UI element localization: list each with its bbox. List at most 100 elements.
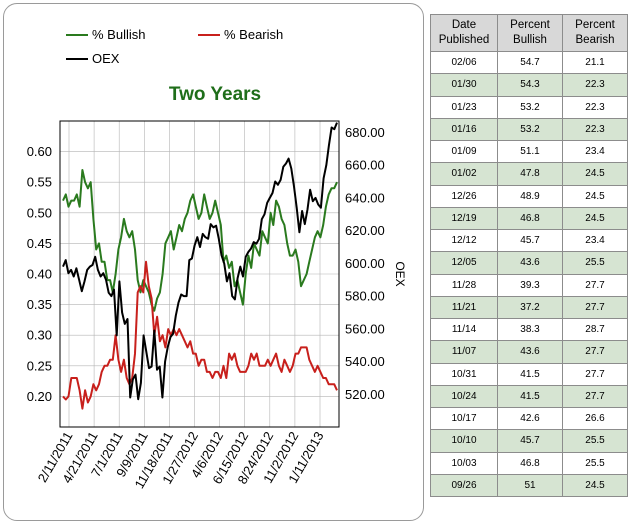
cell-bullish: 48.9 bbox=[497, 184, 563, 208]
table-row: 01/16 53.2 22.3 bbox=[430, 117, 628, 142]
sentiment-chart: % Bullish % Bearish OEX Two Years OEX 0.… bbox=[27, 27, 407, 491]
left-tick-label: 0.30 bbox=[27, 328, 52, 343]
cell-date: 12/26 bbox=[430, 184, 498, 208]
chart-title: Two Years bbox=[169, 84, 261, 105]
left-tick-label: 0.50 bbox=[27, 205, 52, 220]
cell-bearish: 25.5 bbox=[562, 251, 628, 275]
cell-bullish: 37.2 bbox=[497, 295, 563, 320]
right-tick-label: 580.00 bbox=[345, 289, 385, 304]
table-row: 01/09 51.1 23.4 bbox=[430, 139, 628, 164]
chart-panel: % Bullish % Bearish OEX Two Years OEX 0.… bbox=[3, 3, 424, 521]
cell-bearish: 22.3 bbox=[562, 73, 628, 97]
right-tick-label: 640.00 bbox=[345, 190, 385, 205]
table-row: 10/10 45.7 25.5 bbox=[430, 429, 628, 453]
cell-bearish: 27.7 bbox=[562, 340, 628, 364]
table-row: 11/28 39.3 27.7 bbox=[430, 273, 628, 297]
cell-bullish: 53.2 bbox=[497, 117, 563, 142]
table-header-row: Date Published Percent Bullish Percent B… bbox=[430, 14, 628, 52]
series-line-bullish bbox=[62, 169, 338, 312]
sentiment-table: Date Published Percent Bullish Percent B… bbox=[430, 14, 628, 498]
left-tick-label: 0.20 bbox=[27, 389, 52, 404]
legend-label-bullish: % Bullish bbox=[92, 27, 145, 42]
table-row: 10/31 41.5 27.7 bbox=[430, 362, 628, 386]
cell-bullish: 45.7 bbox=[497, 228, 563, 253]
cell-date: 09/26 bbox=[430, 473, 498, 498]
series-line-bearish bbox=[62, 260, 338, 410]
cell-bullish: 41.5 bbox=[497, 384, 563, 409]
cell-bullish: 45.7 bbox=[497, 429, 563, 453]
cell-bearish: 22.3 bbox=[562, 95, 628, 119]
cell-bullish: 51 bbox=[497, 473, 563, 498]
table-row: 12/19 46.8 24.5 bbox=[430, 206, 628, 231]
left-tick-label: 0.40 bbox=[27, 267, 52, 282]
cell-bullish: 46.8 bbox=[497, 206, 563, 231]
left-tick-label: 0.25 bbox=[27, 358, 52, 373]
cell-bullish: 54.3 bbox=[497, 73, 563, 97]
cell-date: 02/06 bbox=[430, 50, 498, 75]
cell-bullish: 39.3 bbox=[497, 273, 563, 297]
cell-bearish: 27.7 bbox=[562, 384, 628, 409]
cell-bullish: 43.6 bbox=[497, 251, 563, 275]
right-tick-label: 680.00 bbox=[345, 125, 385, 140]
cell-bullish: 41.5 bbox=[497, 362, 563, 386]
cell-bullish: 53.2 bbox=[497, 95, 563, 119]
table-row: 10/03 46.8 25.5 bbox=[430, 451, 628, 475]
cell-bearish: 27.7 bbox=[562, 273, 628, 297]
cell-date: 11/07 bbox=[430, 340, 498, 364]
header-date-published: Date Published bbox=[430, 14, 498, 52]
cell-date: 11/21 bbox=[430, 295, 498, 320]
right-tick-label: 660.00 bbox=[345, 158, 385, 173]
table-row: 11/21 37.2 27.7 bbox=[430, 295, 628, 320]
table-row: 11/07 43.6 27.7 bbox=[430, 340, 628, 364]
cell-date: 01/23 bbox=[430, 95, 498, 119]
cell-bearish: 25.5 bbox=[562, 451, 628, 475]
legend-label-bearish: % Bearish bbox=[224, 27, 283, 42]
cell-bullish: 43.6 bbox=[497, 340, 563, 364]
right-tick-label: 620.00 bbox=[345, 223, 385, 238]
table-row: 12/12 45.7 23.4 bbox=[430, 228, 628, 253]
table-row: 11/14 38.3 28.7 bbox=[430, 317, 628, 342]
table-row: 01/30 54.3 22.3 bbox=[430, 73, 628, 97]
cell-bullish: 46.8 bbox=[497, 451, 563, 475]
table-row: 12/26 48.9 24.5 bbox=[430, 184, 628, 208]
right-axis-label: OEX bbox=[393, 261, 407, 286]
cell-bearish: 25.5 bbox=[562, 429, 628, 453]
table-row: 09/26 51 24.5 bbox=[430, 473, 628, 498]
table-row: 01/02 47.8 24.5 bbox=[430, 162, 628, 186]
cell-bearish: 24.5 bbox=[562, 206, 628, 231]
cell-bullish: 42.6 bbox=[497, 406, 563, 431]
table-row: 02/06 54.7 21.1 bbox=[430, 50, 628, 75]
table-row: 10/17 42.6 26.6 bbox=[430, 406, 628, 431]
cell-date: 01/02 bbox=[430, 162, 498, 186]
header-percent-bullish: Percent Bullish bbox=[497, 14, 563, 52]
cell-bearish: 27.7 bbox=[562, 362, 628, 386]
cell-bullish: 51.1 bbox=[497, 139, 563, 164]
plot-area bbox=[59, 120, 340, 428]
cell-bearish: 21.1 bbox=[562, 50, 628, 75]
right-tick-label: 600.00 bbox=[345, 256, 385, 271]
cell-date: 10/24 bbox=[430, 384, 498, 409]
legend-label-oex: OEX bbox=[92, 51, 120, 66]
cell-bearish: 26.6 bbox=[562, 406, 628, 431]
cell-date: 01/30 bbox=[430, 73, 498, 97]
series-line-oex bbox=[62, 122, 338, 401]
cell-bullish: 47.8 bbox=[497, 162, 563, 186]
cell-bearish: 23.4 bbox=[562, 139, 628, 164]
cell-date: 12/12 bbox=[430, 228, 498, 253]
table-row: 10/24 41.5 27.7 bbox=[430, 384, 628, 409]
header-percent-bearish: Percent Bearish bbox=[562, 14, 628, 52]
cell-date: 12/19 bbox=[430, 206, 498, 231]
cell-date: 10/17 bbox=[430, 406, 498, 431]
table-row: 12/05 43.6 25.5 bbox=[430, 251, 628, 275]
left-tick-label: 0.35 bbox=[27, 297, 52, 312]
left-tick-label: 0.45 bbox=[27, 236, 52, 251]
table-row: 01/23 53.2 22.3 bbox=[430, 95, 628, 119]
cell-date: 10/31 bbox=[430, 362, 498, 386]
right-tick-label: 540.00 bbox=[345, 354, 385, 369]
cell-bullish: 38.3 bbox=[497, 317, 563, 342]
cell-date: 10/10 bbox=[430, 429, 498, 453]
cell-date: 10/03 bbox=[430, 451, 498, 475]
cell-bullish: 54.7 bbox=[497, 50, 563, 75]
cell-bearish: 24.5 bbox=[562, 184, 628, 208]
sentiment-table-panel: Date Published Percent Bullish Percent B… bbox=[430, 14, 628, 498]
